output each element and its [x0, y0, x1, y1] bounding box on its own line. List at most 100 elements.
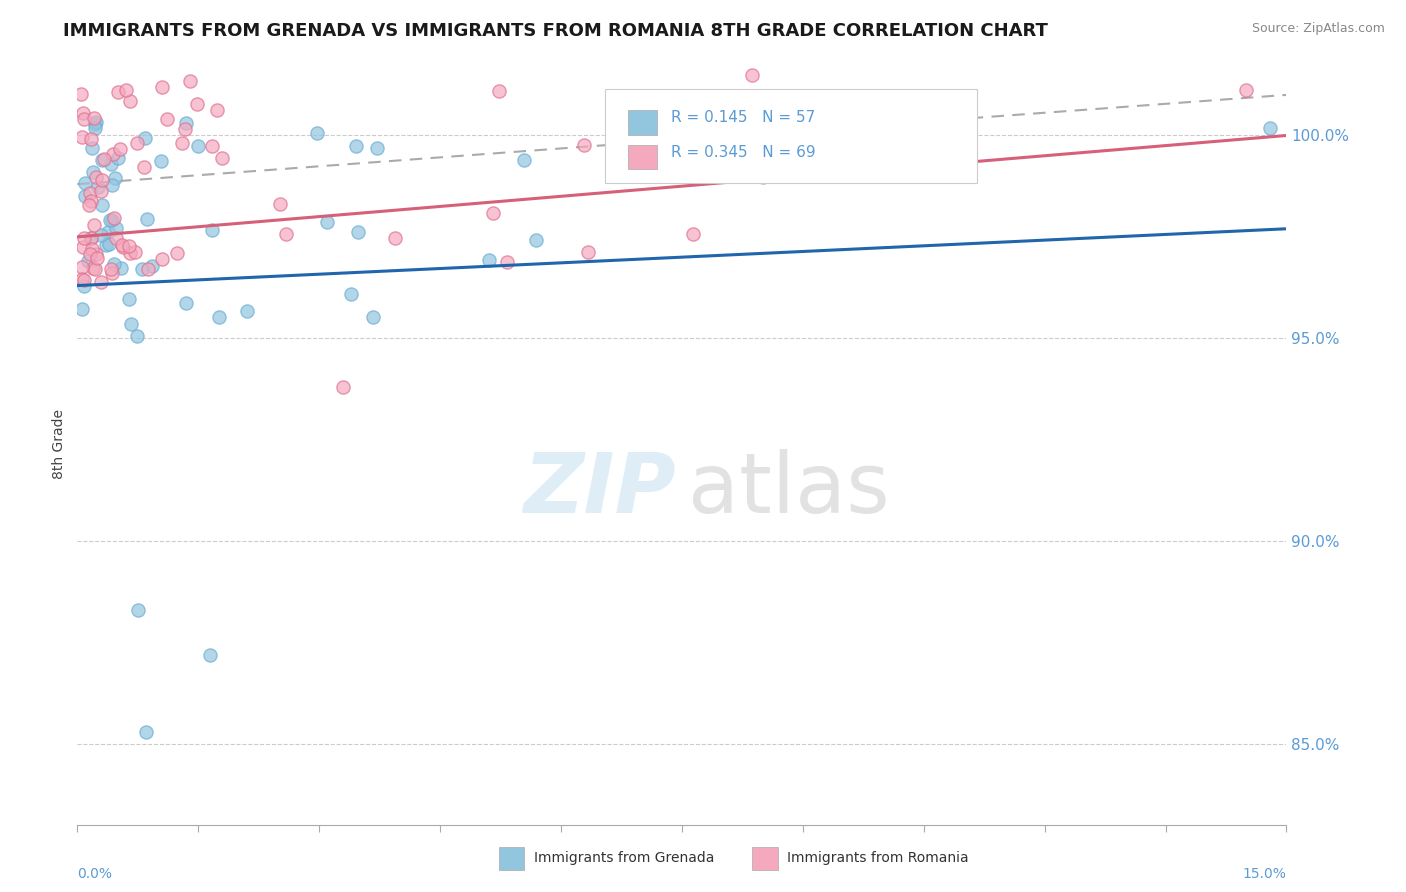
Point	[72, 260, 94, 275]
Point	[104, 221, 127, 235]
Point	[79, 247, 101, 261]
Point	[118, 293, 141, 307]
Point	[572, 138, 595, 153]
Point	[82, 260, 104, 275]
Text: ZIP: ZIP	[523, 449, 676, 530]
Point	[124, 245, 146, 260]
Point	[84, 247, 107, 261]
Point	[93, 152, 115, 166]
Text: Source: ZipAtlas.com: Source: ZipAtlas.com	[1251, 22, 1385, 36]
Point	[83, 218, 105, 232]
Point	[72, 231, 94, 245]
Point	[478, 253, 501, 268]
Point	[118, 239, 141, 253]
Point	[496, 255, 519, 269]
Point	[79, 197, 101, 211]
Point	[127, 328, 149, 343]
Point	[347, 225, 370, 239]
Point	[91, 198, 114, 212]
Point	[80, 243, 103, 257]
Point	[87, 180, 110, 194]
Point	[156, 112, 179, 126]
Point	[366, 141, 388, 155]
Point	[83, 111, 105, 125]
Text: R = 0.345   N = 69: R = 0.345 N = 69	[671, 145, 815, 160]
Point	[104, 171, 127, 186]
Point	[120, 318, 142, 332]
Point	[103, 211, 125, 225]
Point	[100, 157, 122, 171]
Point	[617, 162, 640, 177]
Point	[524, 233, 547, 247]
Point	[361, 310, 384, 325]
Text: 0.0%: 0.0%	[77, 867, 112, 881]
Text: atlas: atlas	[688, 449, 890, 530]
Point	[107, 151, 129, 165]
Point	[186, 97, 208, 112]
Point	[1234, 83, 1257, 97]
Point	[73, 278, 96, 293]
Point	[111, 239, 134, 253]
Point	[84, 262, 107, 277]
Point	[110, 238, 132, 252]
Point	[208, 310, 231, 325]
Point	[751, 169, 773, 184]
Point	[76, 254, 98, 268]
Point	[150, 252, 173, 266]
Point	[108, 142, 131, 156]
Point	[70, 130, 93, 145]
Point	[174, 116, 197, 130]
Point	[141, 260, 163, 274]
Point	[149, 154, 172, 169]
Point	[80, 131, 103, 145]
Point	[73, 176, 96, 190]
Point	[96, 237, 118, 252]
Point	[73, 273, 96, 287]
Point	[96, 225, 118, 239]
Point	[107, 86, 129, 100]
Point	[127, 136, 149, 150]
Point	[482, 205, 505, 219]
Point	[339, 287, 361, 301]
Point	[315, 215, 337, 229]
Point	[72, 240, 94, 254]
Point	[384, 230, 406, 244]
Point	[103, 146, 125, 161]
Point	[70, 87, 93, 102]
Point	[332, 380, 354, 394]
Point	[100, 262, 122, 277]
Point	[132, 160, 155, 174]
Point	[741, 68, 763, 82]
Point	[150, 80, 173, 95]
Point	[84, 117, 107, 131]
Point	[682, 227, 704, 242]
Text: 15.0%: 15.0%	[1243, 867, 1286, 881]
Point	[269, 196, 291, 211]
Point	[104, 231, 127, 245]
Point	[86, 252, 108, 266]
Point	[200, 648, 222, 662]
Point	[344, 138, 367, 153]
Point	[576, 245, 599, 260]
Point	[305, 126, 328, 140]
Point	[73, 189, 96, 203]
Point	[72, 106, 94, 120]
Point	[84, 121, 107, 136]
Point	[90, 275, 112, 289]
Point	[201, 222, 224, 236]
Point	[134, 130, 156, 145]
Point	[114, 83, 136, 97]
Point	[100, 213, 122, 227]
Point	[135, 724, 157, 739]
Point	[103, 257, 125, 271]
Point	[1260, 120, 1282, 135]
Point	[236, 303, 259, 318]
Point	[98, 213, 121, 227]
Point	[72, 112, 94, 127]
Text: IMMIGRANTS FROM GRENADA VS IMMIGRANTS FROM ROMANIA 8TH GRADE CORRELATION CHART: IMMIGRANTS FROM GRENADA VS IMMIGRANTS FR…	[63, 22, 1047, 40]
Point	[118, 94, 141, 108]
Text: Immigrants from Grenada: Immigrants from Grenada	[534, 851, 714, 865]
Point	[488, 84, 510, 98]
Point	[91, 173, 114, 187]
Point	[100, 178, 122, 192]
